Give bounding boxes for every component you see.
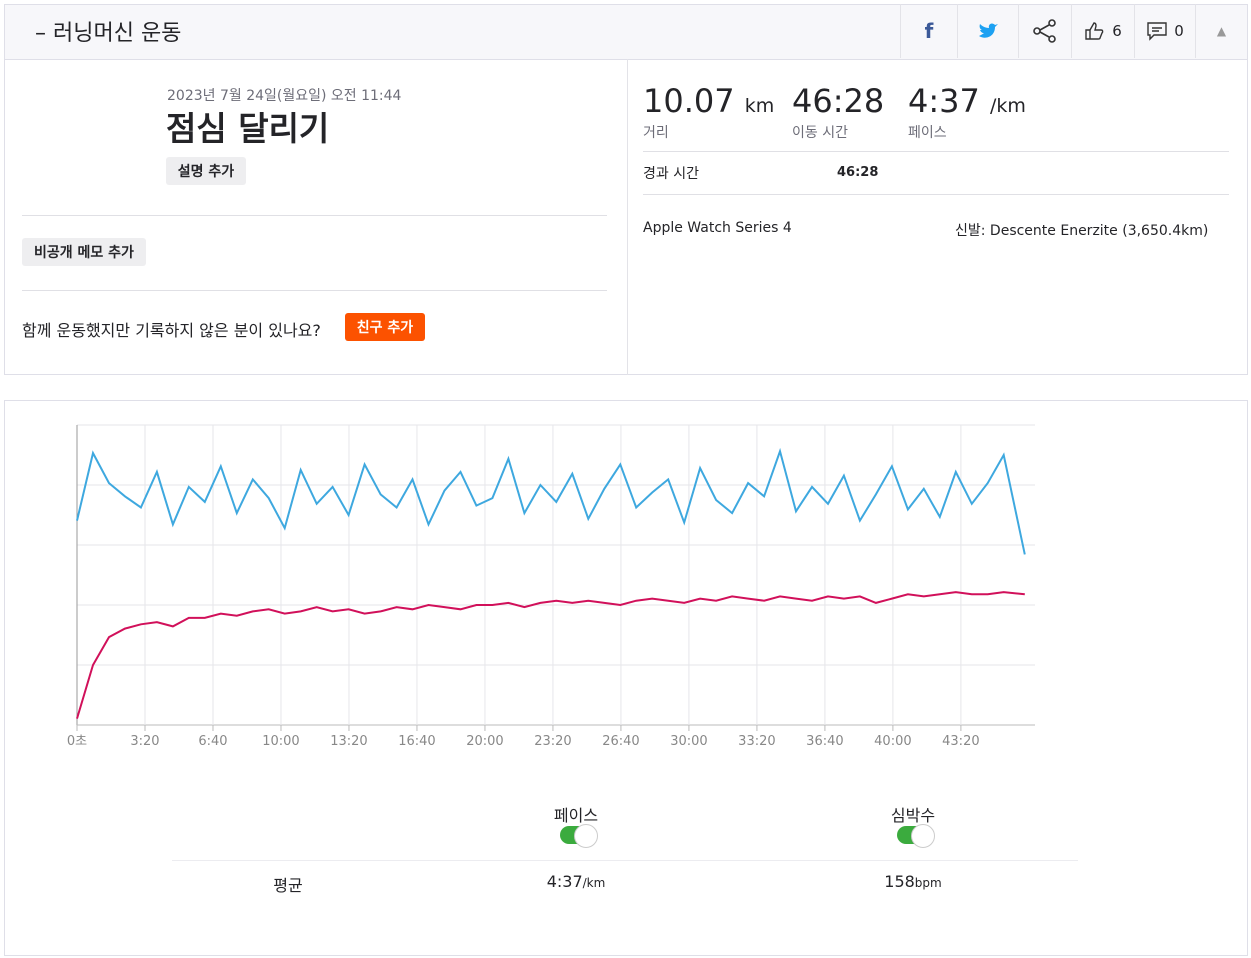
stat-label: 페이스 xyxy=(908,125,947,141)
x-tick-label: 13:20 xyxy=(330,734,367,749)
divider xyxy=(627,59,628,375)
stat-label: 이동 시간 xyxy=(792,125,848,141)
device: Apple Watch Series 4 xyxy=(643,220,792,236)
unit: bpm xyxy=(914,876,942,890)
x-tick-label: 30:00 xyxy=(670,734,707,749)
distance: 10.07 km xyxy=(643,82,774,120)
x-tick-label: 16:40 xyxy=(398,734,435,749)
x-tick-label: 40:00 xyxy=(874,734,911,749)
average-pace: 4:37/km xyxy=(547,872,606,891)
data-line xyxy=(76,447,1026,555)
friends-question: 함께 운동했지만 기록하지 않은 분이 있나요? xyxy=(22,321,321,340)
separator xyxy=(172,860,1078,861)
toggle[interactable] xyxy=(897,824,935,848)
x-tick-label: 36:40 xyxy=(806,734,843,749)
unit: /km xyxy=(990,95,1026,117)
separator xyxy=(22,290,607,291)
pace-value: 4:37 xyxy=(908,82,980,120)
average-label: 평균 xyxy=(273,876,303,895)
pace: 4:37 /km xyxy=(908,82,1026,120)
summary-panel xyxy=(4,58,1248,375)
chart-panel xyxy=(4,400,1248,956)
value: 158 xyxy=(884,872,915,891)
activity-type: – 러닝머신 운동 xyxy=(35,21,182,46)
x-tick-label: 33:20 xyxy=(738,734,775,749)
x-tick-label: 26:40 xyxy=(602,734,639,749)
add-friend[interactable]: 친구 추가 xyxy=(345,313,425,341)
legend-label: 페이스 xyxy=(553,806,599,825)
value: 4:37 xyxy=(546,872,583,891)
share[interactable] xyxy=(1018,4,1071,58)
x-tick-label: 43:20 xyxy=(942,734,979,749)
stat-label: 거리 xyxy=(643,125,669,141)
separator xyxy=(643,194,1229,195)
comment-count: 0 xyxy=(1174,22,1184,40)
moving-time: 46:28 xyxy=(792,82,885,120)
add-description[interactable]: 설명 추가 xyxy=(166,157,246,185)
comments[interactable]: 0 xyxy=(1134,4,1195,58)
legend-label: 심박수 xyxy=(890,806,936,825)
shoes: 신발: Descente Enerzite (3,650.4km) xyxy=(955,223,1209,239)
twitter[interactable] xyxy=(957,4,1018,58)
toggle[interactable] xyxy=(560,824,598,848)
data-line xyxy=(76,591,1025,719)
add-private-note[interactable]: 비공개 메모 추가 xyxy=(22,238,146,266)
kudos[interactable]: 6 xyxy=(1071,4,1134,58)
separator xyxy=(22,215,607,216)
x-tick-label: 0초 xyxy=(67,734,87,749)
facebook[interactable]: f xyxy=(900,4,957,58)
unit: km xyxy=(744,95,775,117)
kudos-count: 6 xyxy=(1112,22,1122,40)
elapsed-time: 46:28 xyxy=(837,165,879,180)
elapsed-label: 경과 시간 xyxy=(643,166,699,182)
activity-name: 점심 달리기 xyxy=(166,109,330,148)
distance-value: 10.07 xyxy=(643,82,735,120)
x-tick-label: 6:40 xyxy=(198,734,227,749)
x-tick-label: 3:20 xyxy=(130,734,159,749)
x-tick-label: 23:20 xyxy=(534,734,571,749)
collapse[interactable]: ▲ xyxy=(1195,4,1247,58)
separator xyxy=(643,151,1229,152)
x-tick-label: 10:00 xyxy=(262,734,299,749)
date: 2023년 7월 24일(월요일) 오전 11:44 xyxy=(167,88,402,104)
average-heart-rate: 158bpm xyxy=(884,872,941,891)
unit: /km xyxy=(582,876,606,890)
x-tick-label: 20:00 xyxy=(466,734,503,749)
